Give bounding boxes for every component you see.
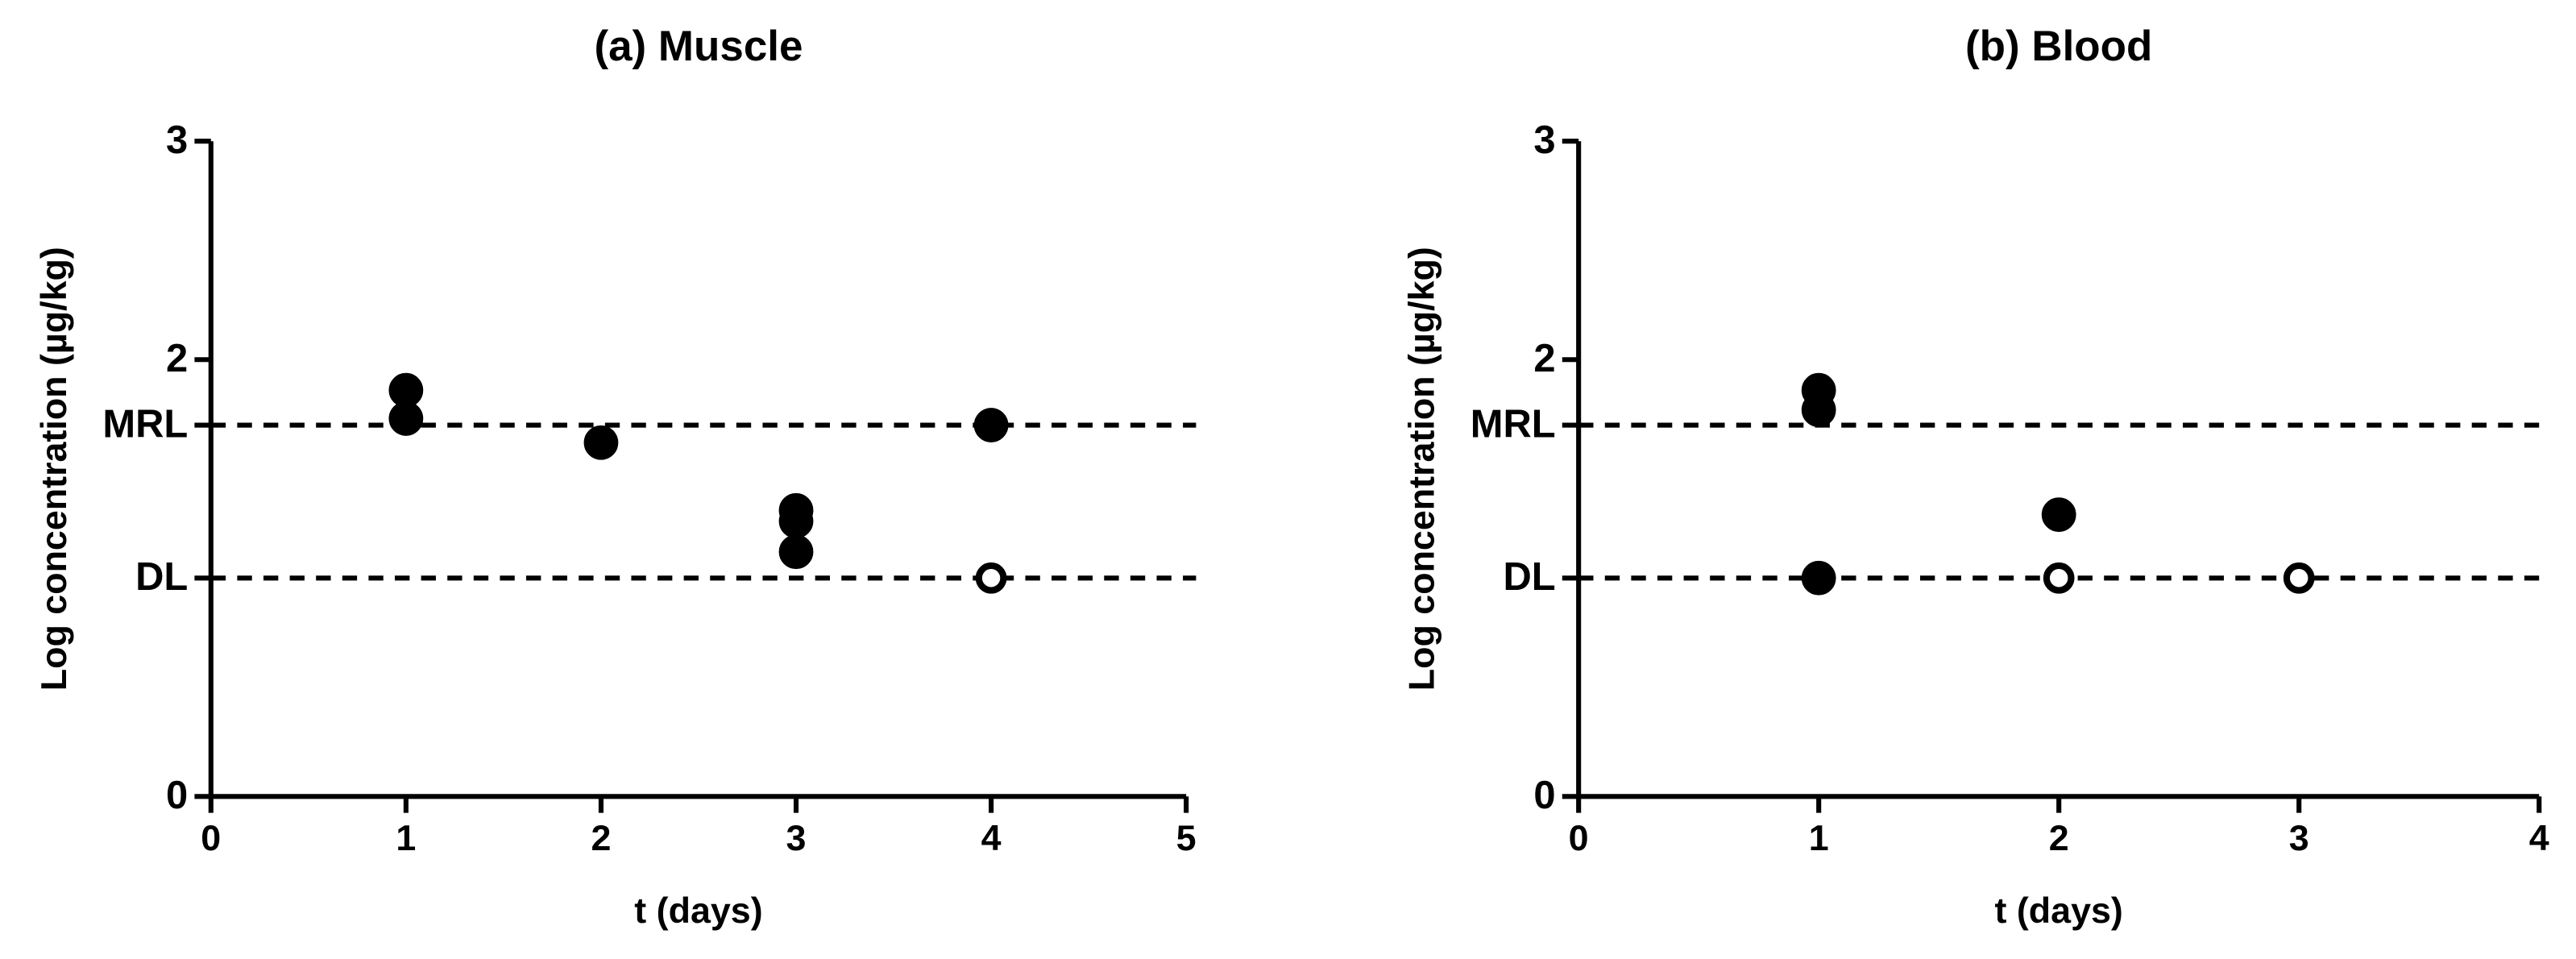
x-tick-label: 5 [1176, 818, 1197, 858]
data-point [973, 408, 1009, 442]
y-axis-label: Log concentration (µg/kg) [34, 247, 74, 691]
x-axis-label: t (days) [634, 890, 762, 931]
x-tick-label: 0 [201, 818, 221, 858]
y-tick-label: 3 [1533, 118, 1555, 162]
data-point [1801, 392, 1836, 427]
x-tick-label: 2 [591, 818, 611, 858]
data-point [778, 534, 814, 570]
data-point [388, 401, 424, 436]
y-tick-label: MRL [102, 403, 188, 446]
y-axis-label: Log concentration (µg/kg) [1401, 247, 1441, 691]
y-tick-label: DL [135, 555, 188, 599]
chart-title: (a) Muscle [594, 23, 803, 70]
x-tick-label: 2 [2049, 818, 2069, 858]
x-tick-label: 4 [2529, 818, 2549, 858]
x-tick-label: 4 [981, 818, 1002, 858]
x-axis-label: t (days) [1994, 890, 2122, 931]
chart-title: (b) Blood [1965, 23, 2152, 70]
y-tick-label: 0 [1533, 774, 1555, 817]
x-tick-label: 3 [786, 818, 807, 858]
data-point [975, 562, 1007, 594]
data-point [778, 504, 814, 539]
x-tick-label: 3 [2289, 818, 2309, 858]
data-point [2041, 497, 2076, 533]
x-tick-label: 1 [396, 818, 416, 858]
data-point [2283, 562, 2315, 594]
y-tick-label: 0 [166, 774, 188, 817]
y-tick-label: 2 [1533, 337, 1555, 380]
x-tick-label: 0 [1569, 818, 1589, 858]
y-tick-label: MRL [1471, 403, 1556, 446]
y-tick-label: 2 [166, 337, 188, 380]
y-tick-label: 3 [166, 118, 188, 162]
data-point [2043, 562, 2075, 594]
data-point [583, 425, 619, 460]
x-tick-label: 1 [1809, 818, 1829, 858]
data-point [1801, 560, 1836, 596]
y-tick-label: DL [1503, 555, 1555, 599]
